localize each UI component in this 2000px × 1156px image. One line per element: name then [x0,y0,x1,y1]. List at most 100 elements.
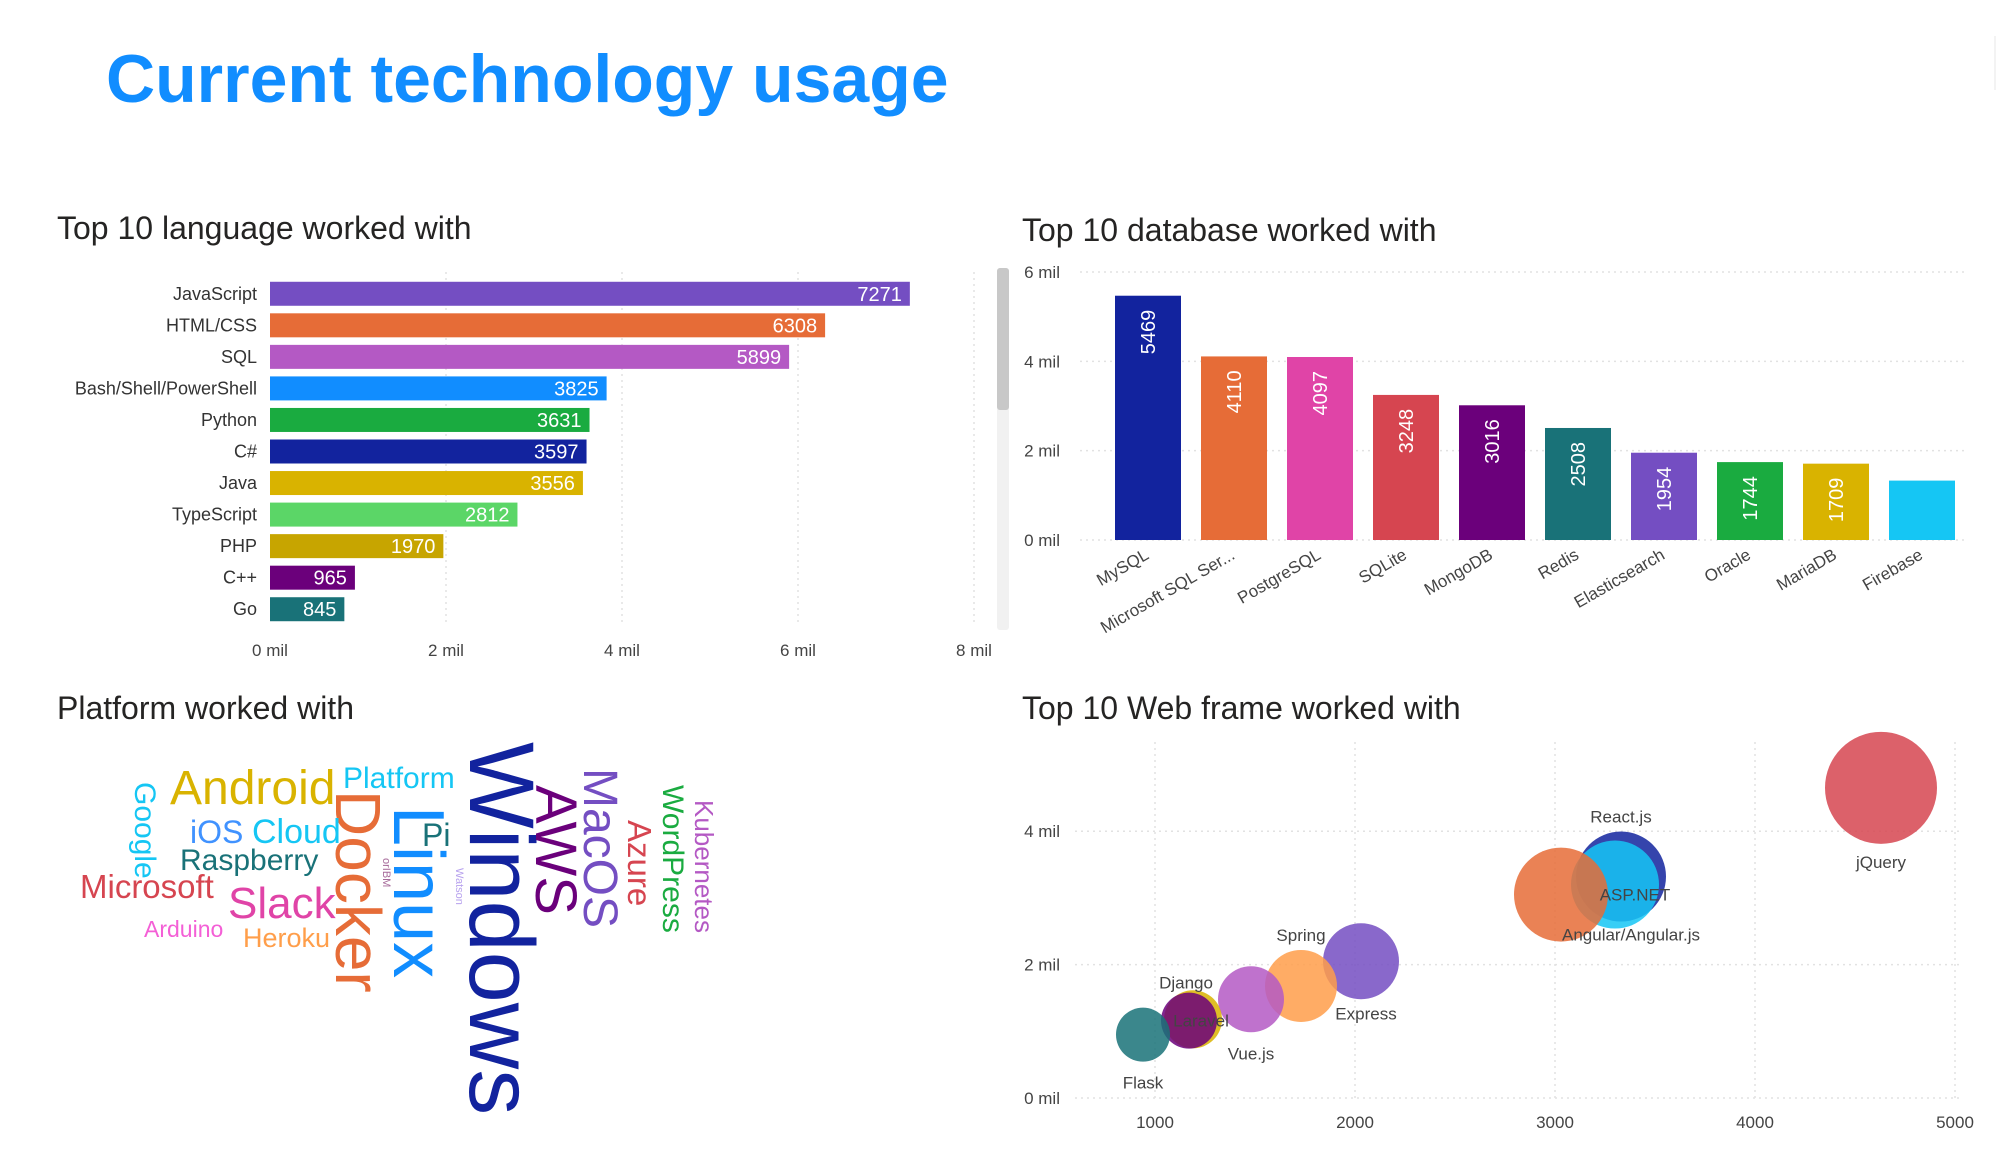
webframe-y-tick-label: 2 mil [1024,956,1060,975]
language-bar-c [270,439,587,464]
bubble-django [1161,992,1217,1049]
language-data-label: 965 [314,568,347,590]
word-cloud: Cloud [252,813,341,851]
language-x-tick-label: 0 mil [252,641,288,660]
language-category-label: C++ [223,568,257,588]
page-title: Current technology usage [106,41,949,117]
database-data-label: 4110 [1224,370,1246,413]
language-category-label: PHP [220,536,257,556]
bubble-label: Django [1159,974,1213,993]
database-data-label: 3016 [1482,419,1504,464]
webframe-x-tick-label: 2000 [1336,1113,1374,1132]
database-category-label: PostgreSQL [1234,545,1324,608]
word-kubernetes: Kubernetes [689,800,719,933]
database-y-tick-label: 6 mil [1024,263,1060,282]
database-data-label: 4097 [1310,371,1332,416]
database-bar-oracle [1717,462,1783,540]
webframe-x-tick-label: 1000 [1136,1113,1174,1132]
language-data-label: 3597 [534,442,579,464]
word-platform: Platform [343,762,455,795]
language-data-label: 3631 [537,410,582,432]
language-data-label: 2812 [465,505,510,527]
bubble-label: ASP.NET [1600,886,1671,905]
word-microsoft: Microsoft [80,868,214,905]
database-category-label: Oracle [1701,545,1754,586]
word-docker: Docker [322,790,394,993]
word-pi: Pi [422,817,450,853]
database-category-label: MariaDB [1773,545,1840,595]
language-data-label: 5899 [737,347,782,369]
language-x-tick-label: 8 mil [956,641,992,660]
language-chart-scrollbar-thumb[interactable] [997,268,1009,410]
database-data-label: 1954 [1654,467,1676,512]
bubble-flask [1116,1007,1170,1062]
database-bar-elasticsearch [1631,452,1697,540]
language-chart-title: Top 10 language worked with [57,210,472,246]
word-wordpress: WordPress [656,785,689,933]
word-google: Google [128,782,161,879]
webframe-chart-title: Top 10 Web frame worked with [1022,690,1461,726]
bubble-label: Express [1335,1004,1396,1023]
database-data-label: 5469 [1138,310,1160,355]
language-x-tick-label: 2 mil [428,641,464,660]
language-data-label: 7271 [857,284,902,306]
database-category-label: Firebase [1859,545,1926,595]
word-raspberry: Raspberry [180,844,318,877]
database-category-label: Redis [1535,545,1582,583]
word-windows: Windows [450,742,552,1115]
bubble-angular-angular-js [1514,847,1608,942]
bubble-label: React.js [1590,808,1651,827]
word-oribm: orIBM [380,858,392,887]
language-bar-python [270,407,590,432]
word-ios: iOS [190,814,243,850]
language-data-label: 845 [303,599,336,621]
word-macos: MacOS [573,768,626,928]
language-category-label: Bash/Shell/PowerShell [75,378,257,398]
database-bar-mongodb [1459,405,1525,540]
language-bar-sql [270,344,790,369]
database-bar-redis [1545,427,1611,540]
database-data-label: 2508 [1568,442,1590,487]
webframe-bubble-chart: 1000 2000 3000 4000 5000 0 mil 2 mil 4 mil jQuer… [1024,731,1974,1132]
language-category-label: Go [233,599,257,619]
language-data-label: 3825 [554,378,599,400]
platform-chart-title: Platform worked with [57,690,354,726]
language-category-label: TypeScript [172,505,257,525]
language-category-label: C# [234,442,257,462]
language-bar-go [270,597,345,622]
language-category-label: HTML/CSS [166,315,257,335]
database-y-tick-label: 0 mil [1024,531,1060,550]
language-bar-bash-shell-powershell [270,376,607,401]
bubble-label: Flask [1123,1074,1164,1093]
word-linux: Linux [378,806,458,978]
word-watson: Watson [453,868,465,905]
language-x-tick-label: 4 mil [604,641,640,660]
database-category-label: Elasticsearch [1571,545,1668,612]
webframe-x-tick-label: 4000 [1736,1113,1774,1132]
language-category-label: Java [219,473,258,493]
database-bar-mariadb [1803,463,1869,540]
database-bar-microsoft-sql-ser [1201,356,1267,540]
webframe-x-tick-label: 5000 [1936,1113,1974,1132]
webframe-x-tick-label: 3000 [1536,1113,1574,1132]
language-bar-typescript [270,502,518,527]
language-bar-c [270,565,355,590]
word-arduino: Arduino [144,916,223,942]
bubble-label: jQuery [1855,853,1907,872]
word-azure: Azure [621,820,658,906]
language-bar-javascript [270,281,910,306]
bubble-vue-js [1218,966,1284,1033]
language-bar-php [270,534,444,559]
database-data-label: 1744 [1740,476,1762,521]
database-bar-firebase [1889,480,1955,540]
word-aws: AWS [523,785,588,915]
language-bar-chart: 0 mil 2 mil 4 mil 6 mil 8 mil JavaScript 7271 H… [75,272,992,660]
bubble-label: Vue.js [1228,1044,1275,1063]
language-category-label: Python [201,410,257,430]
language-bar-html-css [270,313,826,338]
database-category-label: SQLite [1355,545,1410,587]
bubble-express [1323,923,1399,1000]
